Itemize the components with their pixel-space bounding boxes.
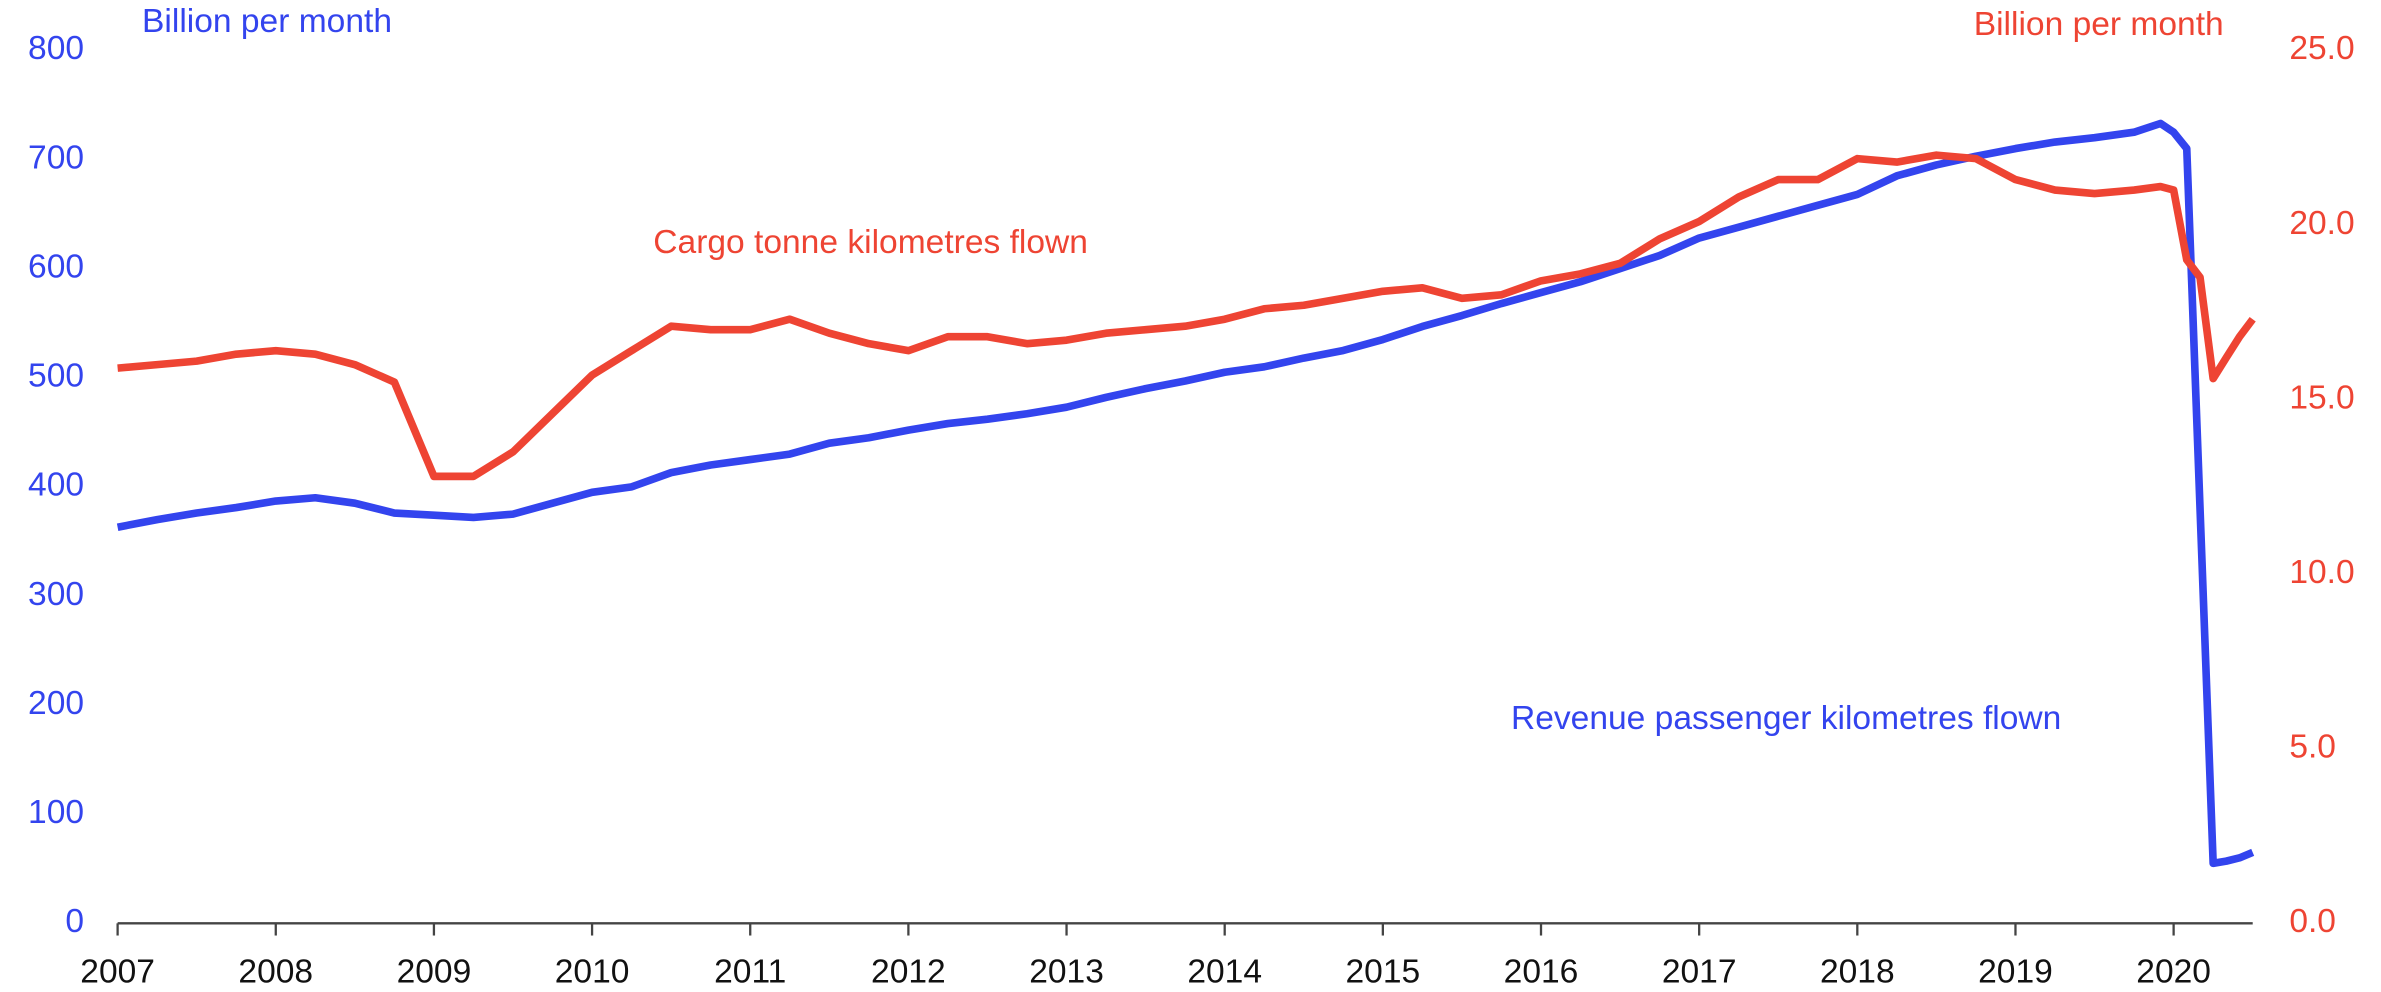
x-tick-label: 2007 [80,954,155,991]
y2-tick-label: 10.0 [2289,554,2354,591]
x-tick-label: 2016 [1504,954,1579,991]
x-tick-label: 2018 [1820,954,1895,991]
y2-axis-label: Billion per month [1974,6,2224,43]
y-axis-label: Billion per month [142,3,392,40]
x-tick-label: 2011 [714,954,786,991]
y-tick-label: 200 [28,685,84,722]
x-tick-label: 2019 [1978,954,2053,991]
y2-tick-label: 25.0 [2289,30,2354,67]
series-label: Revenue passenger kilometres flown [1511,700,2061,737]
y-tick-label: 0 [65,903,84,940]
y2-tick-label: 0.0 [2289,903,2336,940]
x-tick-label: 2012 [871,954,946,991]
y2-tick-label: 5.0 [2289,729,2336,766]
y2-tick-label: 20.0 [2289,205,2354,242]
y2-tick-label: 15.0 [2289,379,2354,416]
y-tick-label: 500 [28,358,84,395]
y-tick-label: 700 [28,139,84,176]
x-tick-label: 2008 [238,954,313,991]
x-tick-label: 2009 [397,954,472,991]
y-tick-label: 300 [28,576,84,613]
series-line [117,151,2256,481]
x-tick-label: 2014 [1187,954,1262,991]
y-tick-label: 800 [28,30,84,67]
x-tick-label: 2010 [555,954,630,991]
series-label: Cargo tonne kilometres flown [653,224,1088,261]
x-tick-label: 2013 [1029,954,1104,991]
x-tick-label: 2020 [2136,954,2211,991]
y-tick-label: 600 [28,248,84,285]
y-tick-label: 100 [28,794,84,831]
y-tick-label: 400 [28,467,84,504]
x-tick-label: 2015 [1346,954,1421,991]
x-tick-label: 2017 [1662,954,1737,991]
series-line [116,119,2255,868]
